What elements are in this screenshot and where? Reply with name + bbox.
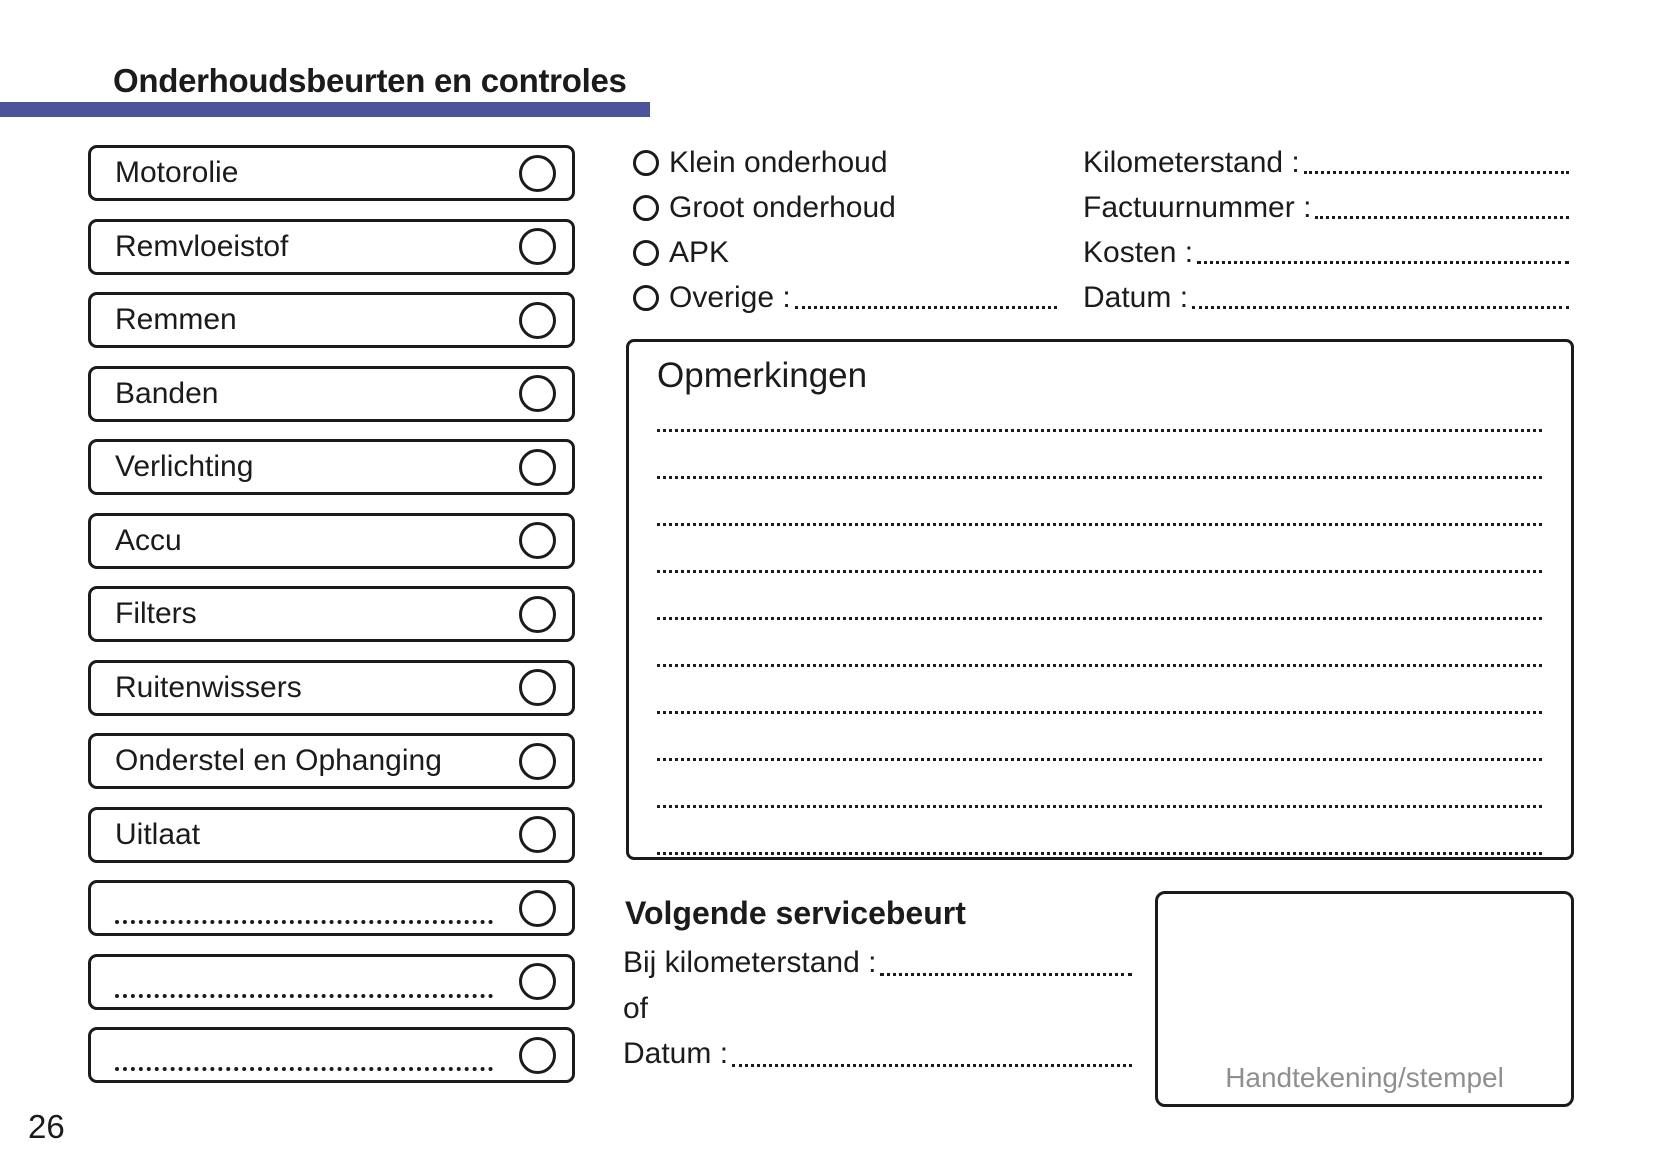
remarks-box: Opmerkingen [626, 339, 1574, 860]
remarks-write-in-line[interactable] [657, 432, 1542, 479]
service-type-row: Overige : [633, 275, 1057, 320]
checklist-row: Filters [88, 586, 575, 642]
checkbox-circle-icon[interactable] [519, 154, 556, 192]
service-type-write-in-line[interactable] [794, 306, 1057, 309]
service-type-label: Klein onderhoud [669, 145, 888, 179]
checklist-item-label: Verlichting [115, 450, 254, 483]
checklist-item-label: Motorolie [115, 156, 239, 189]
remarks-write-in-line[interactable] [657, 526, 1542, 573]
checklist-row: Motorolie [88, 145, 575, 201]
checklist-row [88, 953, 575, 1010]
checkbox-circle-icon[interactable] [519, 448, 556, 486]
remarks-write-in-line[interactable] [657, 620, 1542, 667]
checkbox-circle-icon[interactable] [519, 963, 556, 1000]
checklist-row: Remmen [88, 292, 575, 348]
signature-placeholder-label: Handtekening/stempel [1225, 1062, 1504, 1093]
checklist-item-label: Accu [115, 523, 182, 557]
invoice-fields: Kilometerstand : Factuurnummer : Kosten … [1083, 140, 1569, 320]
service-type-label: Groot onderhoud [669, 190, 896, 224]
service-type-row: Klein onderhoud [633, 140, 1057, 185]
checklist-item-label: Filters [115, 597, 197, 630]
checkbox-circle-icon[interactable] [519, 889, 556, 927]
remarks-write-in-line[interactable] [657, 667, 1542, 714]
checklist-row: Verlichting [88, 439, 575, 495]
invoice-field-write-in-line[interactable] [1315, 216, 1569, 219]
invoice-field-label: Kosten : [1083, 235, 1194, 269]
checkbox-circle-icon[interactable] [519, 375, 556, 412]
checklist-item-label: Uitlaat [115, 817, 201, 851]
remarks-title: Opmerkingen [657, 356, 868, 395]
checklist-row: Uitlaat [88, 806, 575, 863]
checkbox-circle-icon[interactable] [519, 301, 556, 339]
checkbox-circle-icon[interactable] [519, 816, 556, 853]
checkbox-circle-icon[interactable] [519, 669, 556, 706]
radio-circle-icon[interactable] [633, 149, 659, 176]
page-number: 26 [28, 1108, 65, 1145]
title-underline-bar [0, 102, 650, 117]
blank-write-in-line[interactable] [115, 993, 493, 998]
checklist-row: Remvloeistof [88, 218, 575, 275]
next-service-date-label: Datum : [623, 1037, 729, 1070]
checklist-row: Ruitenwissers [88, 659, 575, 716]
next-service-connector: of [623, 992, 649, 1025]
remarks-write-in-line[interactable] [657, 479, 1542, 526]
checklist-row [88, 1027, 575, 1083]
checkbox-circle-icon[interactable] [519, 228, 556, 265]
checklist-row [88, 880, 575, 936]
invoice-field-write-in-line[interactable] [1303, 171, 1569, 174]
radio-circle-icon[interactable] [633, 194, 659, 221]
next-service-date-row: Datum : [623, 1037, 1132, 1071]
checkbox-circle-icon[interactable] [519, 522, 556, 559]
remarks-write-in-line[interactable] [657, 808, 1542, 855]
invoice-field-row: Factuurnummer : [1083, 185, 1569, 230]
remarks-write-in-line[interactable] [657, 714, 1542, 761]
page-title: Onderhoudsbeurten en controles [113, 62, 627, 99]
checklist-item-label: Onderstel en Ophanging [115, 744, 442, 777]
checklist-item-label: Remmen [115, 303, 237, 336]
checklist-row: Onderstel en Ophanging [88, 733, 575, 789]
remarks-write-in-line[interactable] [657, 385, 1542, 432]
service-type-options: Klein onderhoud Groot onderhoud APK Over… [633, 140, 1057, 320]
blank-write-in-line[interactable] [115, 920, 493, 924]
service-type-label: APK [669, 235, 730, 269]
invoice-field-write-in-line[interactable] [1192, 306, 1569, 309]
checklist-item-label: Ruitenwissers [115, 670, 302, 704]
radio-circle-icon[interactable] [633, 284, 659, 311]
invoice-field-label: Kilometerstand : [1083, 145, 1300, 179]
invoice-field-row: Datum : [1083, 275, 1569, 320]
remarks-lines [657, 385, 1542, 855]
checklist-row: Banden [88, 365, 575, 422]
maintenance-checklist: Motorolie Remvloeistof Remmen Banden [88, 145, 575, 1101]
invoice-field-row: Kosten : [1083, 230, 1569, 275]
next-service-heading: Volgende servicebeurt [625, 895, 966, 931]
checklist-item-label: Remvloeistof [115, 229, 289, 263]
service-type-label: Overige : [669, 280, 791, 314]
next-service-km-write-in-line[interactable] [880, 973, 1132, 976]
remarks-write-in-line[interactable] [657, 573, 1542, 620]
invoice-field-row: Kilometerstand : [1083, 140, 1569, 185]
service-type-row: APK [633, 230, 1057, 275]
checklist-item-label: Banden [115, 376, 219, 410]
blank-write-in-line[interactable] [115, 1067, 493, 1071]
checklist-row: Accu [88, 512, 575, 569]
next-service-km-label: Bij kilometerstand : [623, 946, 877, 979]
service-type-row: Groot onderhoud [633, 185, 1057, 230]
remarks-write-in-line[interactable] [657, 761, 1542, 808]
checkbox-circle-icon[interactable] [519, 595, 556, 633]
checkbox-circle-icon[interactable] [519, 1036, 556, 1074]
next-service-date-write-in-line[interactable] [732, 1064, 1132, 1067]
radio-circle-icon[interactable] [633, 239, 659, 266]
checkbox-circle-icon[interactable] [519, 742, 556, 780]
next-service-km-row: Bij kilometerstand : [623, 946, 1132, 980]
invoice-field-write-in-line[interactable] [1197, 261, 1569, 264]
invoice-field-label: Datum : [1083, 280, 1189, 314]
invoice-field-label: Factuurnummer : [1083, 190, 1312, 224]
signature-stamp-box[interactable]: Handtekening/stempel [1155, 891, 1574, 1107]
